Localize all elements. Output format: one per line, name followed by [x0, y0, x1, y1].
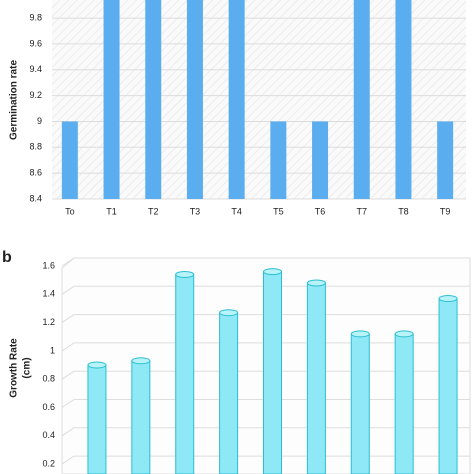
grid-line [61, 257, 75, 267]
grid-line [61, 370, 75, 380]
y-tick-label: 9.4 [29, 64, 42, 74]
bar-cap [175, 270, 195, 278]
bar [219, 312, 239, 474]
bar [186, 0, 203, 200]
x-tick-label: T5 [273, 206, 284, 216]
bar [270, 121, 287, 199]
bar-cap [394, 330, 414, 338]
bar-cap [306, 279, 326, 287]
x-tick-label: T1 [106, 206, 117, 216]
x-tick-label: T7 [356, 206, 367, 216]
x-tick-label: T8 [398, 206, 409, 216]
y-tick-label: 9.2 [29, 90, 42, 100]
bar [145, 0, 162, 200]
bar [228, 0, 245, 200]
grid-line [61, 455, 75, 465]
bar-cap [131, 357, 151, 365]
y-tick-label: 9 [37, 116, 42, 126]
y-tick-label: 9.6 [29, 38, 42, 48]
y-axis-label: Growth Rate [9, 338, 20, 398]
bar [395, 0, 412, 200]
bar [103, 0, 120, 200]
y-axis-label: Germination rate [9, 60, 20, 140]
grid-line [61, 427, 75, 437]
y-axis-label: (cm) [22, 357, 33, 378]
x-tick-label: T4 [231, 206, 242, 216]
x-tick-label: T9 [440, 206, 451, 216]
y-tick-label: 8.6 [29, 168, 42, 178]
grid-line [61, 285, 75, 295]
x-tick-label: T6 [315, 206, 326, 216]
bar [175, 273, 195, 474]
bar [87, 364, 107, 474]
grid-line [61, 342, 75, 352]
y-tick-label: 0.8 [42, 374, 55, 384]
bar [394, 333, 414, 474]
bar [306, 282, 326, 474]
y-tick-label: 8.4 [29, 193, 42, 203]
bar [350, 333, 370, 474]
y-tick-label: 1.6 [42, 260, 55, 270]
bar [263, 271, 282, 474]
bar [438, 298, 458, 474]
x-tick-label: T3 [190, 206, 201, 216]
bar [353, 0, 370, 200]
bar [437, 121, 454, 199]
y-tick-label: 1.4 [42, 289, 55, 299]
x-tick-label: To [65, 206, 75, 216]
grid-line [61, 314, 75, 324]
bar-cap [219, 309, 239, 317]
y-tick-label: 1 [50, 345, 55, 355]
bar-cap [438, 295, 458, 303]
y-tick-label: 0.2 [42, 458, 55, 468]
bar-cap [263, 268, 282, 276]
y-tick-label: 0.6 [42, 402, 55, 412]
y-tick-label: 1.2 [42, 317, 55, 327]
x-tick-label: T2 [148, 206, 159, 216]
y-tick-label: 9.8 [29, 12, 42, 22]
panel-label: b [2, 249, 12, 266]
bar [131, 360, 151, 474]
bar [61, 121, 78, 199]
y-tick-label: 0.4 [42, 430, 55, 440]
bar-cap [350, 330, 370, 338]
bar-cap [87, 361, 107, 369]
grid-line [61, 399, 75, 408]
bar [312, 121, 329, 199]
y-tick-label: 8.8 [29, 142, 42, 152]
